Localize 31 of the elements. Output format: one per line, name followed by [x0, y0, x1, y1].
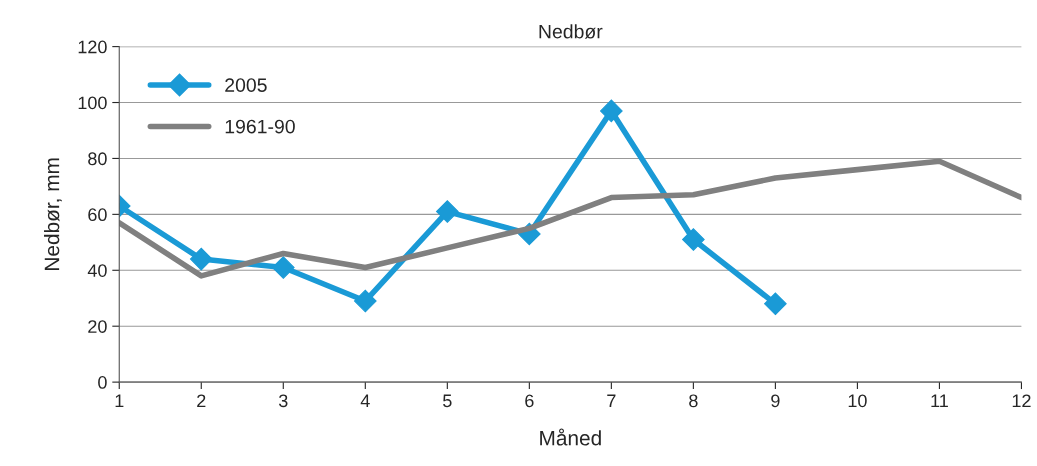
y-tick-label: 120: [78, 40, 107, 54]
point: [436, 200, 459, 223]
x-axis-title: Måned: [540, 428, 601, 446]
x-tick-label: 4: [360, 394, 370, 408]
y-tick-label: 20: [88, 320, 107, 333]
x-tick-label: 3: [278, 394, 288, 408]
x-tick-label: 10: [848, 394, 867, 408]
x-tick-label: 1: [115, 394, 124, 408]
x-tick-label: 9: [771, 394, 780, 408]
x-tick-label: 7: [607, 394, 616, 408]
point: [189, 247, 213, 271]
x-tick-label: 6: [525, 394, 534, 408]
y-tick-label: 60: [88, 208, 107, 222]
point: [764, 292, 787, 316]
chart-title: Nedbør: [539, 24, 603, 39]
y-tick-label: 80: [88, 152, 107, 166]
x-tick-label: 11: [931, 394, 948, 408]
y-tick-label: 0: [98, 376, 107, 389]
legend-label: 2005: [225, 78, 267, 92]
x-tick-label: 12: [1012, 394, 1031, 408]
y-tick-label: 100: [78, 96, 107, 110]
legend-label: 1961-90: [225, 119, 295, 134]
y-tick-label: 40: [87, 264, 107, 277]
x-tick-label: 2: [197, 394, 206, 408]
point: [353, 289, 377, 313]
x-tick-label: 5: [443, 394, 452, 408]
y-axis-title: Nedbør, mm: [44, 158, 62, 270]
x-tick-label: 8: [689, 394, 698, 408]
point: [600, 99, 623, 123]
point: [271, 256, 295, 279]
point: [682, 228, 705, 251]
